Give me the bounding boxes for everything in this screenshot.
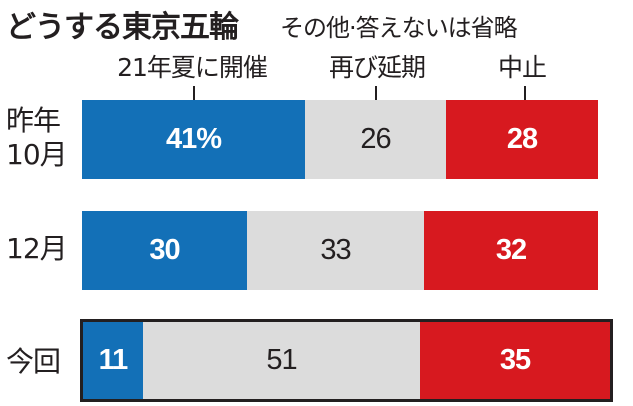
legend-cancel: 中止 [497,53,547,82]
segment-cancel: 28 [446,100,598,179]
row-label-december: 12月 [6,232,68,265]
legend-postpone-again: 再び延期 [328,53,426,82]
segment-postpone: 26 [305,100,446,179]
bar-current: 11 51 35 [80,319,613,402]
row-label-line1: 昨年 [6,104,61,137]
row-label-current: 今回 [6,345,61,378]
row-label-last-october: 昨年 10月 [6,104,68,172]
segment-hold: 41% [82,100,305,179]
segment-cancel: 35 [420,322,610,399]
segment-hold: 11 [83,322,143,399]
row-label-line2: 10月 [6,138,68,171]
legend-hold-2021: 21年夏に開催 [117,53,268,82]
bar-december: 30 33 32 [82,211,598,290]
chart-subtitle: その他·答えないは省略 [280,14,518,42]
segment-postpone: 33 [247,211,424,290]
segment-postpone: 51 [143,322,420,399]
segment-cancel: 32 [424,211,598,290]
bar-last-october: 41% 26 28 [82,100,598,179]
segment-hold: 30 [82,211,247,290]
chart-title: どうする東京五輪 [6,10,239,45]
